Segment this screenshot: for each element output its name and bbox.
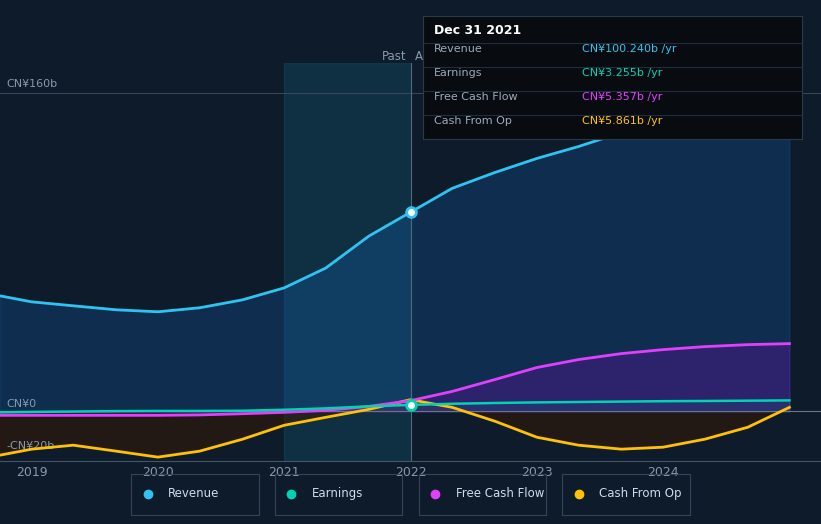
- Text: Revenue: Revenue: [168, 487, 220, 500]
- Text: Cash From Op: Cash From Op: [599, 487, 681, 500]
- Text: Free Cash Flow: Free Cash Flow: [434, 92, 518, 102]
- Text: CN¥100.240b /yr: CN¥100.240b /yr: [582, 44, 677, 54]
- Text: CN¥5.357b /yr: CN¥5.357b /yr: [582, 92, 663, 102]
- Text: CN¥0: CN¥0: [7, 399, 36, 409]
- Bar: [284, 63, 410, 461]
- Text: CN¥3.255b /yr: CN¥3.255b /yr: [582, 68, 663, 78]
- Text: Analysts Forecasts: Analysts Forecasts: [415, 50, 525, 63]
- Text: Cash From Op: Cash From Op: [434, 116, 512, 126]
- Text: CN¥160b: CN¥160b: [7, 79, 57, 89]
- Text: Free Cash Flow: Free Cash Flow: [456, 487, 544, 500]
- Text: CN¥5.861b /yr: CN¥5.861b /yr: [582, 116, 663, 126]
- Text: Revenue: Revenue: [434, 44, 483, 54]
- Text: Earnings: Earnings: [434, 68, 483, 78]
- Text: Dec 31 2021: Dec 31 2021: [434, 24, 521, 37]
- Text: -CN¥20b: -CN¥20b: [7, 441, 54, 451]
- Text: Earnings: Earnings: [312, 487, 364, 500]
- Text: Past: Past: [382, 50, 406, 63]
